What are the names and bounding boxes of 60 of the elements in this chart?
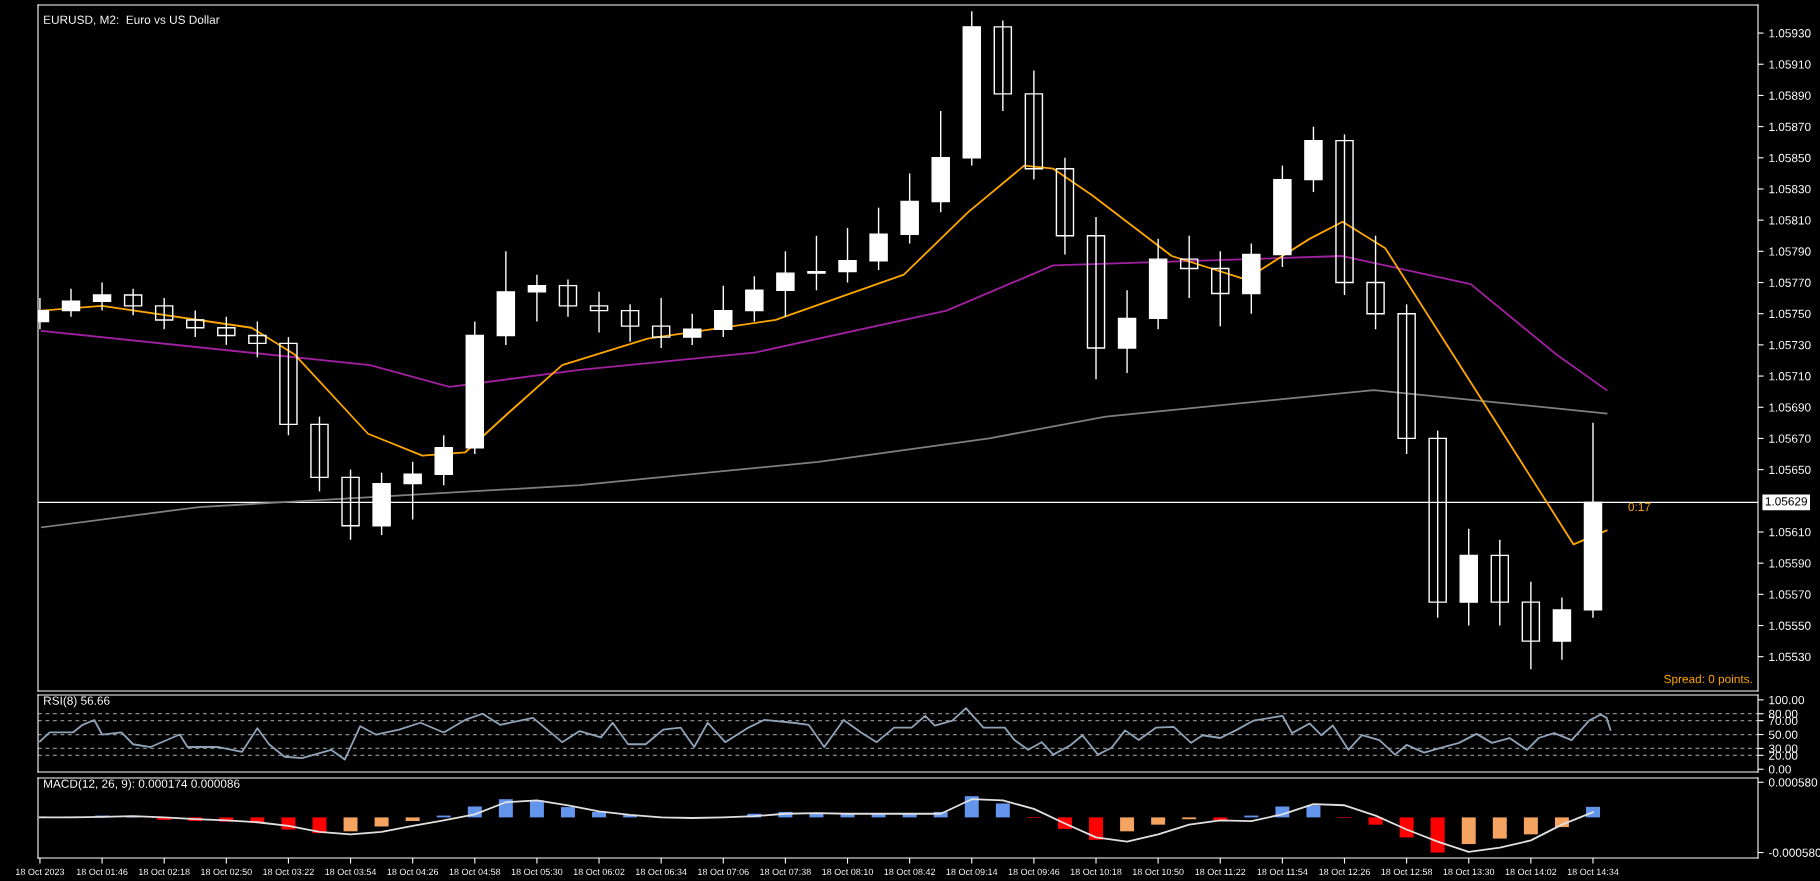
text: EURUSD, M2: Euro vs US Dollar xyxy=(44,15,220,26)
y-tick-label: 1.05690 xyxy=(1769,403,1811,412)
y-tick-label: 1.05570 xyxy=(1769,590,1811,599)
y-tick-label: 1.05870 xyxy=(1769,122,1811,131)
x-tick-label: 18 Oct 14:02 xyxy=(1505,868,1557,876)
x-tick-label: 18 Oct 01:46 xyxy=(76,868,128,876)
x-tick-label: 18 Oct 11:22 xyxy=(1195,868,1246,876)
y-tick-label: 0.00 xyxy=(1768,765,1791,774)
x-tick-label: 18 Oct 12:58 xyxy=(1381,868,1433,876)
y-tick-label: 1.05930 xyxy=(1769,29,1811,38)
x-tick-label: 18 Oct 06:34 xyxy=(636,868,687,876)
x-tick-label: 18 Oct 10:18 xyxy=(1070,868,1122,876)
annotation: 0:17 xyxy=(1628,502,1651,512)
x-tick-label: 18 Oct 08:10 xyxy=(822,868,874,876)
y-tick-label: 1.05610 xyxy=(1769,528,1811,537)
x-tick-label: 18 Oct 04:26 xyxy=(387,868,439,876)
y-tick-label: 70.00 xyxy=(1769,716,1798,726)
annotation: Spread: 0 points. xyxy=(1664,674,1752,686)
y-tick-label: 1.05550 xyxy=(1769,621,1811,630)
x-tick-label: 18 Oct 03:54 xyxy=(325,868,377,876)
y-tick-label: 1.05850 xyxy=(1769,153,1811,163)
chart-title: MACD(12, 26, 9): 0.000174 0.000086 xyxy=(44,779,240,791)
x-tick-label: 18 Oct 2023 xyxy=(16,868,65,876)
y-tick-label: 1.05830 xyxy=(1769,185,1811,194)
y-tick-label: 1.05670 xyxy=(1769,434,1811,443)
x-tick-label: 18 Oct 10:50 xyxy=(1132,868,1184,876)
y-tick-label: 1.05650 xyxy=(1769,465,1811,474)
x-tick-label: 18 Oct 08:42 xyxy=(884,868,936,876)
x-tick-label: 18 Oct 02:18 xyxy=(139,868,190,876)
chart-title: RSI(8) 56.66 xyxy=(44,696,110,708)
y-tick-label: 20.00 xyxy=(1769,751,1798,760)
y-tick-label: 80.00 xyxy=(1768,709,1798,719)
x-tick-label: 18 Oct 05:30 xyxy=(511,868,563,876)
x-tick-label: 18 Oct 04:58 xyxy=(449,868,501,876)
y-tick-label: 1.05890 xyxy=(1769,91,1811,100)
y-tick-label: 1.05770 xyxy=(1769,278,1811,287)
x-tick-label: 18 Oct 09:46 xyxy=(1008,868,1060,876)
ref-line-label: 1.05629 xyxy=(1765,497,1807,506)
y-tick-label: 1.05750 xyxy=(1769,309,1811,319)
x-tick-label: 18 Oct 14:34 xyxy=(1567,868,1619,876)
x-tick-label: 18 Oct 02:50 xyxy=(201,868,252,876)
y-tick-label: 1.05710 xyxy=(1769,372,1811,381)
y-tick-label: 50.00 xyxy=(1768,730,1798,739)
y-tick-label: 1.05730 xyxy=(1769,340,1811,350)
y-tick-label: 0.000580 xyxy=(1768,778,1818,787)
x-tick-label: 18 Oct 07:38 xyxy=(760,868,811,876)
y-tick-label: 1.05910 xyxy=(1769,60,1811,69)
y-tick-label: 30.00 xyxy=(1768,744,1798,753)
y-tick-label: 1.05810 xyxy=(1769,216,1811,225)
x-tick-label: 18 Oct 03:22 xyxy=(263,868,314,876)
x-tick-label: 18 Oct 11:54 xyxy=(1257,868,1308,876)
x-tick-label: 18 Oct 06:02 xyxy=(573,868,625,876)
y-tick-label: 1.05590 xyxy=(1769,559,1811,568)
x-tick-label: 18 Oct 09:14 xyxy=(946,868,998,876)
x-tick-label: 18 Oct 07:06 xyxy=(698,868,749,876)
y-tick-label: 1.05790 xyxy=(1769,247,1811,256)
x-tick-label: 18 Oct 13:30 xyxy=(1443,868,1495,876)
y-tick-label: 1.05530 xyxy=(1769,652,1811,662)
y-tick-label: 100.00 xyxy=(1769,695,1805,705)
x-tick-label: 18 Oct 12:26 xyxy=(1319,868,1370,876)
